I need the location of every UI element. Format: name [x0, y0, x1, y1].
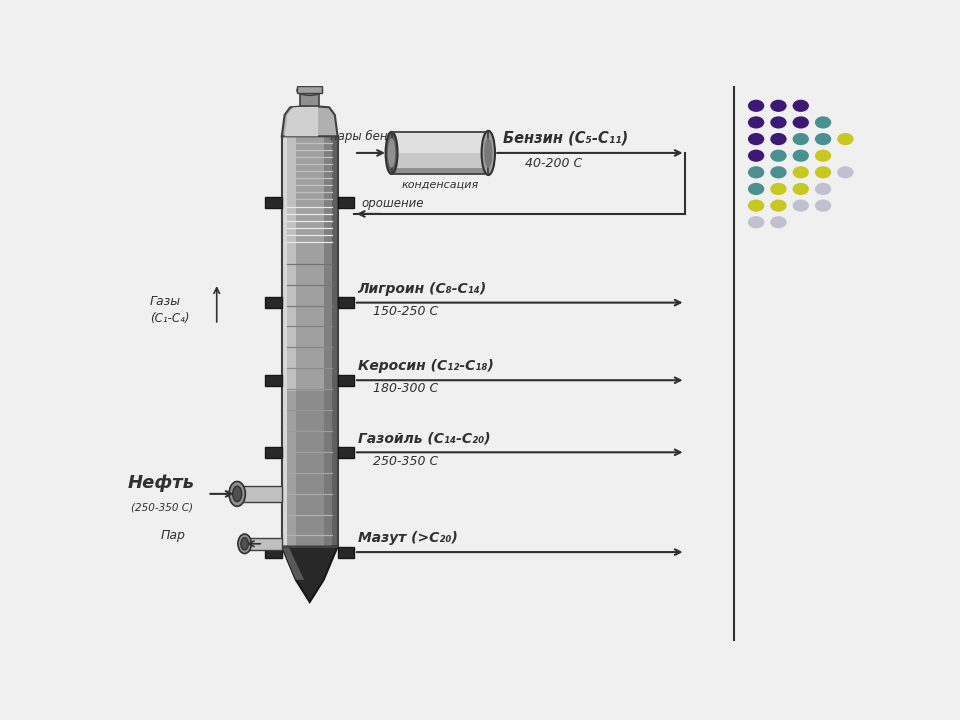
Text: 40-200 С: 40-200 С: [525, 157, 583, 170]
Circle shape: [815, 166, 831, 179]
Polygon shape: [284, 106, 318, 136]
Circle shape: [770, 99, 786, 112]
Text: 150-250 С: 150-250 С: [372, 305, 438, 318]
Text: Керосин (С₁₂-С₁₈): Керосин (С₁₂-С₁₈): [358, 359, 493, 373]
Circle shape: [837, 166, 853, 179]
Circle shape: [748, 117, 764, 129]
Text: Мазут (>С₂₀): Мазут (>С₂₀): [358, 531, 458, 545]
Bar: [266, 197, 282, 208]
Ellipse shape: [388, 138, 396, 168]
Circle shape: [815, 199, 831, 212]
Bar: [245, 538, 282, 550]
Bar: [282, 136, 338, 546]
Ellipse shape: [297, 85, 323, 95]
Ellipse shape: [238, 534, 252, 554]
Text: конденсация: конденсация: [401, 180, 478, 190]
Circle shape: [793, 166, 809, 179]
Circle shape: [793, 99, 809, 112]
Bar: [282, 136, 287, 546]
Text: пары бензина: пары бензина: [329, 130, 416, 143]
Circle shape: [793, 117, 809, 129]
Circle shape: [837, 133, 853, 145]
Ellipse shape: [232, 486, 242, 502]
Circle shape: [748, 166, 764, 179]
Text: (250-350 С): (250-350 С): [132, 503, 193, 513]
Circle shape: [770, 199, 786, 212]
Bar: [392, 132, 489, 174]
Text: Нефть: Нефть: [128, 474, 195, 492]
Bar: [338, 546, 354, 557]
Circle shape: [770, 183, 786, 195]
Circle shape: [770, 216, 786, 228]
Bar: [338, 374, 354, 386]
Bar: [332, 136, 338, 546]
Circle shape: [793, 150, 809, 162]
Bar: [324, 136, 332, 546]
Circle shape: [770, 117, 786, 129]
Circle shape: [748, 150, 764, 162]
Bar: [392, 132, 489, 174]
Ellipse shape: [229, 482, 246, 506]
Bar: [338, 297, 354, 308]
Bar: [297, 86, 323, 93]
Circle shape: [770, 150, 786, 162]
Bar: [266, 297, 282, 308]
Text: (С₁-С₄): (С₁-С₄): [150, 312, 189, 325]
Circle shape: [748, 133, 764, 145]
Polygon shape: [282, 546, 304, 580]
Text: Бензин (С₅-С₁₁): Бензин (С₅-С₁₁): [503, 131, 628, 146]
Circle shape: [793, 133, 809, 145]
Bar: [287, 391, 332, 546]
Text: орошение: орошение: [361, 197, 424, 210]
Circle shape: [793, 183, 809, 195]
Ellipse shape: [482, 131, 495, 175]
Circle shape: [748, 216, 764, 228]
Text: Газы: Газы: [150, 295, 180, 308]
Circle shape: [793, 199, 809, 212]
Ellipse shape: [241, 538, 249, 550]
Ellipse shape: [386, 132, 397, 174]
Circle shape: [815, 183, 831, 195]
Bar: [287, 136, 296, 546]
Circle shape: [815, 117, 831, 129]
Bar: [266, 546, 282, 557]
Circle shape: [748, 199, 764, 212]
Circle shape: [748, 183, 764, 195]
Text: Лигроин (С₈-С₁₄): Лигроин (С₈-С₁₄): [358, 282, 487, 296]
Polygon shape: [282, 106, 338, 136]
Bar: [338, 197, 354, 208]
Bar: [266, 446, 282, 458]
Circle shape: [748, 99, 764, 112]
Circle shape: [770, 166, 786, 179]
Bar: [338, 446, 354, 458]
Bar: [237, 486, 282, 502]
Circle shape: [815, 150, 831, 162]
Text: Пар: Пар: [161, 529, 186, 542]
Circle shape: [770, 133, 786, 145]
Text: 250-350 С: 250-350 С: [372, 454, 438, 467]
Bar: [392, 168, 489, 174]
Polygon shape: [282, 546, 338, 602]
Bar: [300, 90, 320, 106]
Bar: [392, 132, 489, 153]
Bar: [296, 136, 324, 546]
Text: Газойль (С₁₄-С₂₀): Газойль (С₁₄-С₂₀): [358, 431, 491, 446]
Circle shape: [815, 133, 831, 145]
Bar: [266, 374, 282, 386]
Text: 180-300 С: 180-300 С: [372, 382, 438, 395]
Ellipse shape: [484, 138, 492, 168]
